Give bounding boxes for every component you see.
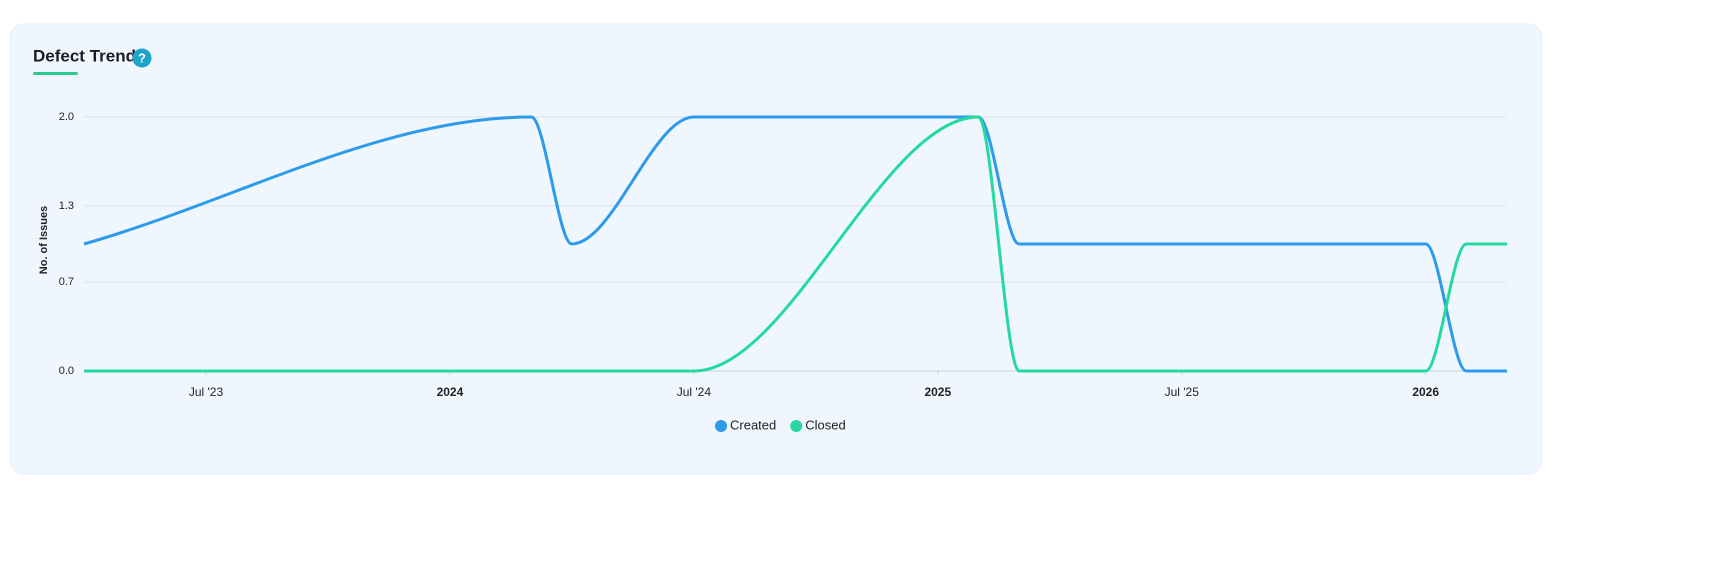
legend-label[interactable]: Created bbox=[730, 417, 776, 432]
legend-label[interactable]: Closed bbox=[805, 417, 845, 432]
x-tick-label: Jul '23 bbox=[189, 385, 224, 399]
y-tick-label: 2.0 bbox=[59, 111, 74, 123]
help-icon[interactable] bbox=[132, 48, 152, 68]
x-tick-label: 2024 bbox=[437, 385, 464, 399]
x-tick-label: 2025 bbox=[924, 385, 951, 399]
card bbox=[9, 23, 1543, 475]
y-tick-label: 0.0 bbox=[59, 365, 74, 377]
series-line bbox=[83, 115, 1507, 373]
x-tick-label: 2026 bbox=[1412, 385, 1439, 399]
title-underline bbox=[33, 72, 78, 75]
chart-title: Defect Trend bbox=[33, 46, 136, 65]
y-tick-label: 1.3 bbox=[59, 200, 74, 212]
x-tick-label: Jul '25 bbox=[1165, 385, 1200, 399]
x-tick-label: Jul '24 bbox=[677, 385, 712, 399]
legend-marker[interactable] bbox=[790, 420, 803, 432]
help-icon-label[interactable]: ? bbox=[138, 50, 146, 65]
series-line bbox=[83, 115, 1507, 373]
y-axis-label: No. of Issues bbox=[38, 206, 50, 274]
y-tick-label: 0.7 bbox=[59, 276, 74, 288]
legend-marker[interactable] bbox=[715, 420, 727, 432]
